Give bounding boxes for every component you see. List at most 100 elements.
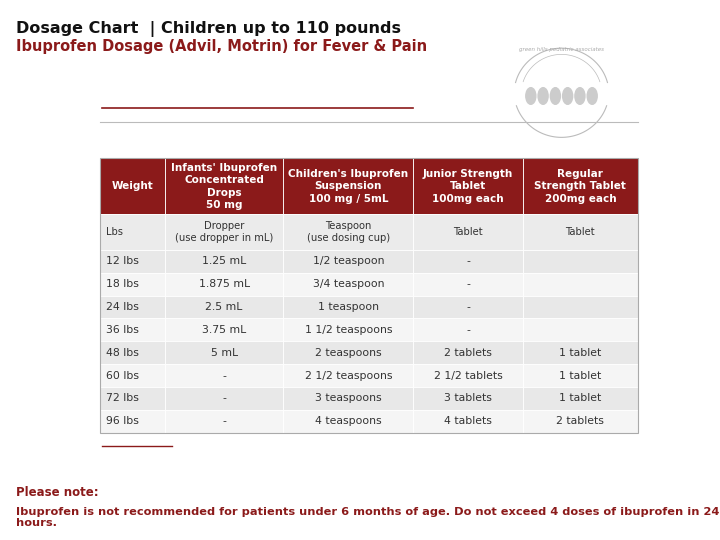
FancyBboxPatch shape bbox=[283, 364, 413, 387]
FancyBboxPatch shape bbox=[413, 341, 523, 364]
FancyBboxPatch shape bbox=[283, 319, 413, 341]
FancyBboxPatch shape bbox=[523, 364, 638, 387]
FancyBboxPatch shape bbox=[283, 295, 413, 319]
FancyBboxPatch shape bbox=[100, 214, 165, 250]
FancyBboxPatch shape bbox=[100, 410, 165, 433]
FancyBboxPatch shape bbox=[165, 319, 283, 341]
FancyBboxPatch shape bbox=[283, 214, 413, 250]
FancyBboxPatch shape bbox=[100, 364, 165, 387]
Text: 1 tablet: 1 tablet bbox=[559, 348, 601, 357]
Text: -: - bbox=[222, 370, 226, 381]
FancyBboxPatch shape bbox=[523, 158, 638, 214]
FancyBboxPatch shape bbox=[165, 410, 283, 433]
Text: 3.75 mL: 3.75 mL bbox=[202, 325, 246, 335]
FancyBboxPatch shape bbox=[100, 387, 165, 410]
Text: 2.5 mL: 2.5 mL bbox=[205, 302, 243, 312]
Text: Dosage Chart  | Children up to 110 pounds: Dosage Chart | Children up to 110 pounds bbox=[16, 21, 401, 37]
FancyBboxPatch shape bbox=[165, 214, 283, 250]
Text: -: - bbox=[466, 256, 470, 266]
Text: -: - bbox=[466, 302, 470, 312]
FancyBboxPatch shape bbox=[165, 341, 283, 364]
FancyBboxPatch shape bbox=[523, 250, 638, 273]
FancyBboxPatch shape bbox=[523, 341, 638, 364]
FancyBboxPatch shape bbox=[283, 341, 413, 364]
Text: -: - bbox=[466, 279, 470, 289]
Text: green hills pediatric associates: green hills pediatric associates bbox=[519, 48, 604, 52]
FancyBboxPatch shape bbox=[100, 319, 165, 341]
FancyBboxPatch shape bbox=[413, 295, 523, 319]
Text: Infants' Ibuprofen
Concentrated
Drops
50 mg: Infants' Ibuprofen Concentrated Drops 50… bbox=[171, 163, 277, 210]
Ellipse shape bbox=[550, 87, 560, 104]
Text: 36 lbs: 36 lbs bbox=[106, 325, 138, 335]
Text: 2 tablets: 2 tablets bbox=[557, 416, 604, 427]
Text: 1 tablet: 1 tablet bbox=[559, 394, 601, 403]
Text: 1.875 mL: 1.875 mL bbox=[199, 279, 250, 289]
Text: 3/4 teaspoon: 3/4 teaspoon bbox=[312, 279, 384, 289]
FancyBboxPatch shape bbox=[100, 250, 165, 273]
Ellipse shape bbox=[575, 87, 585, 104]
FancyBboxPatch shape bbox=[100, 273, 165, 295]
Text: 3 tablets: 3 tablets bbox=[444, 394, 492, 403]
Text: 4 teaspoons: 4 teaspoons bbox=[315, 416, 382, 427]
FancyBboxPatch shape bbox=[165, 273, 283, 295]
Text: Regular
Strength Tablet
200mg each: Regular Strength Tablet 200mg each bbox=[534, 169, 626, 204]
Text: 24 lbs: 24 lbs bbox=[106, 302, 138, 312]
Text: Children's Ibuprofen
Suspension
100 mg / 5mL: Children's Ibuprofen Suspension 100 mg /… bbox=[288, 169, 408, 204]
FancyBboxPatch shape bbox=[413, 319, 523, 341]
FancyBboxPatch shape bbox=[165, 250, 283, 273]
Ellipse shape bbox=[588, 87, 597, 104]
FancyBboxPatch shape bbox=[283, 158, 413, 214]
Text: 4 tablets: 4 tablets bbox=[444, 416, 492, 427]
FancyBboxPatch shape bbox=[413, 158, 523, 214]
Text: 3 teaspoons: 3 teaspoons bbox=[315, 394, 382, 403]
FancyBboxPatch shape bbox=[523, 319, 638, 341]
Text: 1 1/2 teaspoons: 1 1/2 teaspoons bbox=[305, 325, 392, 335]
FancyBboxPatch shape bbox=[283, 410, 413, 433]
FancyBboxPatch shape bbox=[283, 387, 413, 410]
FancyBboxPatch shape bbox=[100, 158, 165, 214]
Text: 2 1/2 tablets: 2 1/2 tablets bbox=[433, 370, 503, 381]
Text: 60 lbs: 60 lbs bbox=[106, 370, 139, 381]
Text: Tablet: Tablet bbox=[453, 227, 483, 237]
Text: 1 teaspoon: 1 teaspoon bbox=[318, 302, 379, 312]
Text: 1/2 teaspoon: 1/2 teaspoon bbox=[312, 256, 384, 266]
FancyBboxPatch shape bbox=[283, 250, 413, 273]
FancyBboxPatch shape bbox=[413, 387, 523, 410]
FancyBboxPatch shape bbox=[165, 158, 283, 214]
FancyBboxPatch shape bbox=[413, 364, 523, 387]
FancyBboxPatch shape bbox=[165, 295, 283, 319]
Text: 72 lbs: 72 lbs bbox=[106, 394, 138, 403]
FancyBboxPatch shape bbox=[100, 295, 165, 319]
FancyBboxPatch shape bbox=[523, 214, 638, 250]
Text: Junior Strength
Tablet
100mg each: Junior Strength Tablet 100mg each bbox=[423, 169, 513, 204]
Text: 2 teaspoons: 2 teaspoons bbox=[315, 348, 382, 357]
Text: 2 tablets: 2 tablets bbox=[444, 348, 492, 357]
Text: Ibuprofen is not recommended for patients under 6 months of age. Do not exceed 4: Ibuprofen is not recommended for patient… bbox=[16, 507, 719, 528]
FancyBboxPatch shape bbox=[523, 273, 638, 295]
FancyBboxPatch shape bbox=[165, 387, 283, 410]
FancyBboxPatch shape bbox=[413, 214, 523, 250]
Ellipse shape bbox=[526, 87, 536, 104]
Text: Dropper
(use dropper in mL): Dropper (use dropper in mL) bbox=[175, 221, 274, 244]
Text: Tablet: Tablet bbox=[565, 227, 595, 237]
FancyBboxPatch shape bbox=[523, 295, 638, 319]
FancyBboxPatch shape bbox=[413, 410, 523, 433]
Text: 18 lbs: 18 lbs bbox=[106, 279, 138, 289]
Text: 1 tablet: 1 tablet bbox=[559, 370, 601, 381]
FancyBboxPatch shape bbox=[523, 410, 638, 433]
FancyBboxPatch shape bbox=[523, 387, 638, 410]
Text: 48 lbs: 48 lbs bbox=[106, 348, 138, 357]
Text: 2 1/2 teaspoons: 2 1/2 teaspoons bbox=[305, 370, 392, 381]
Text: -: - bbox=[222, 416, 226, 427]
Text: Ibuprofen Dosage (Advil, Motrin) for Fever & Pain: Ibuprofen Dosage (Advil, Motrin) for Fev… bbox=[16, 39, 427, 54]
Text: Weight: Weight bbox=[112, 181, 153, 191]
FancyBboxPatch shape bbox=[283, 273, 413, 295]
Text: Lbs: Lbs bbox=[106, 227, 122, 237]
FancyBboxPatch shape bbox=[100, 341, 165, 364]
Text: 1.25 mL: 1.25 mL bbox=[202, 256, 246, 266]
Text: 96 lbs: 96 lbs bbox=[106, 416, 138, 427]
Text: -: - bbox=[466, 325, 470, 335]
Text: Please note:: Please note: bbox=[16, 486, 99, 499]
FancyBboxPatch shape bbox=[413, 273, 523, 295]
Text: -: - bbox=[222, 394, 226, 403]
